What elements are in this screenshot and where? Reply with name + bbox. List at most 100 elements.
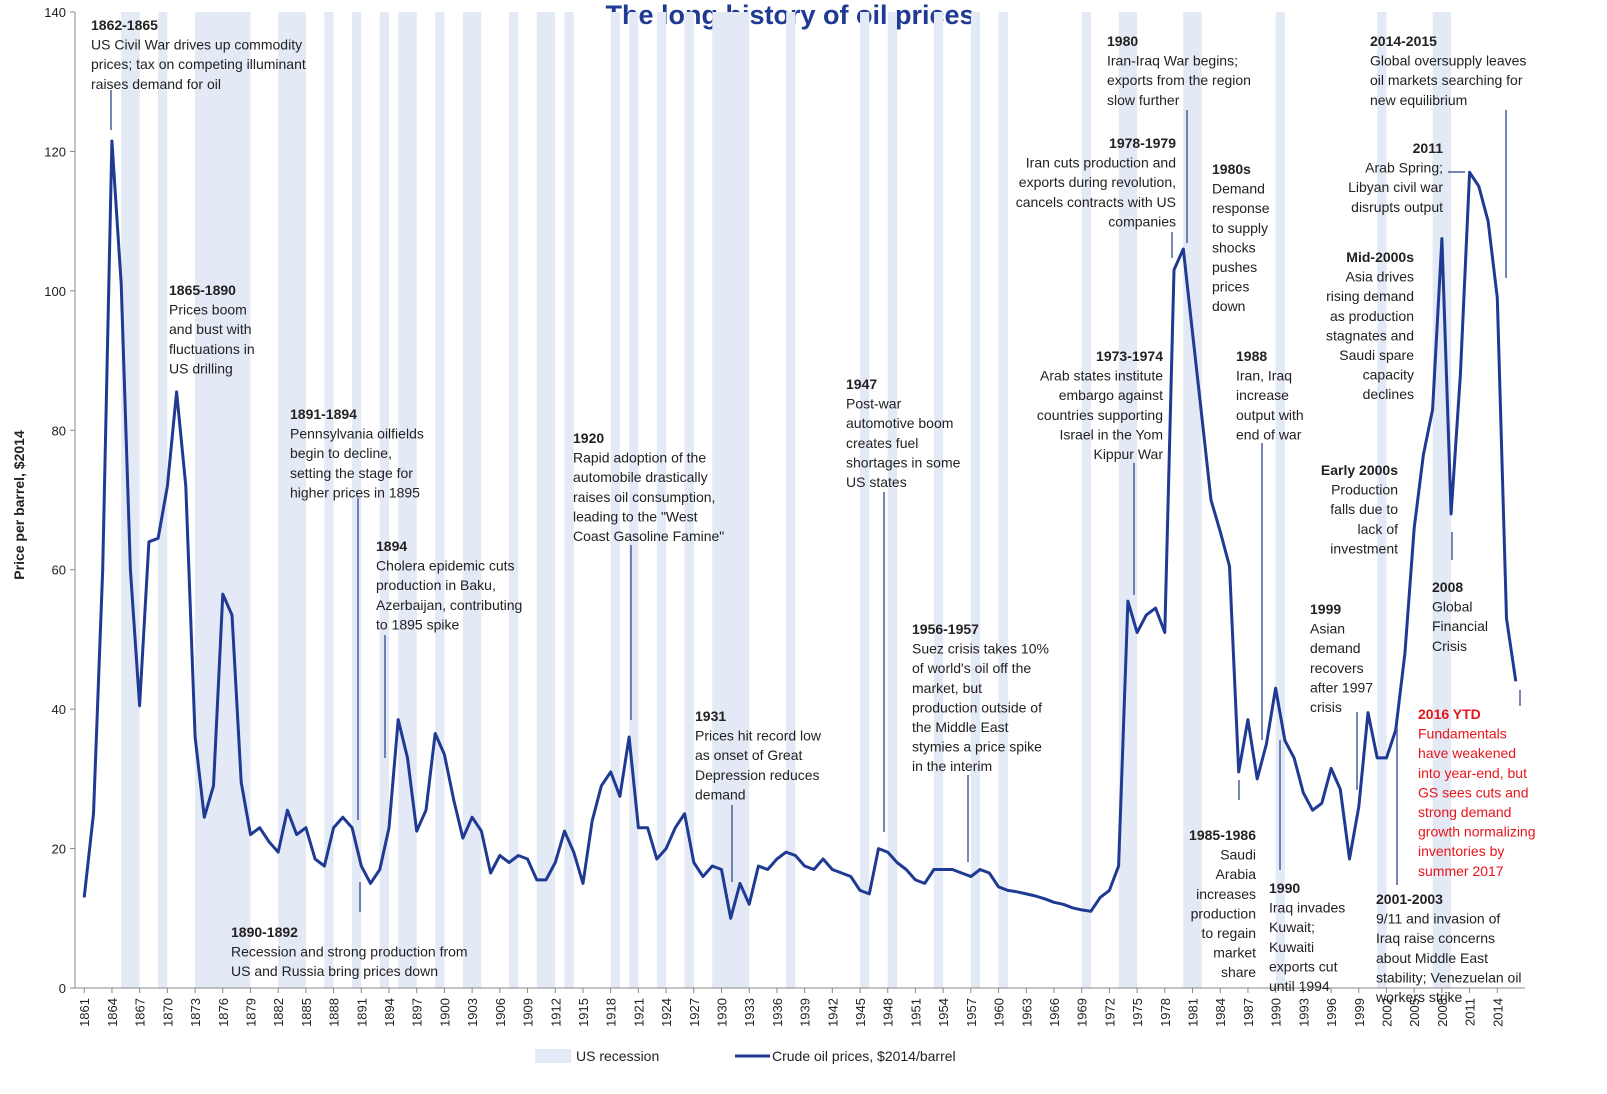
annotation-text: cancels contracts with US xyxy=(1016,194,1176,210)
annotation-text: Iran, Iraq xyxy=(1236,368,1292,384)
annotation-text: as onset of Great xyxy=(695,747,803,763)
annotation-text: strong demand xyxy=(1418,804,1511,820)
y-tick-label: 100 xyxy=(44,284,66,299)
annotation-title: Early 2000s xyxy=(1321,462,1398,478)
x-tick-label: 2014 xyxy=(1490,998,1505,1027)
annotation-title: 2011 xyxy=(1413,140,1444,156)
annotation-text: stability; Venezuelan oil xyxy=(1376,969,1522,985)
annotation-text: prices xyxy=(1212,279,1249,295)
annotation-text: Crisis xyxy=(1432,638,1467,654)
annotation-text: countries supporting xyxy=(1037,407,1163,423)
x-tick-label: 1924 xyxy=(659,998,674,1027)
annotation-text: leading to the "West xyxy=(573,508,698,524)
annotation-text: US states xyxy=(846,474,907,490)
annotation-text: growth normalizing xyxy=(1418,824,1536,840)
annotation-text: US drilling xyxy=(169,360,233,376)
y-tick-label: 0 xyxy=(59,981,66,996)
recession-band xyxy=(352,12,362,988)
x-tick-label: 1891 xyxy=(354,998,369,1027)
annotation-text: new equilibrium xyxy=(1370,92,1467,108)
y-axis-label: Price per barrel, $2014 xyxy=(11,430,27,580)
axes-layer: 0 20 40 60 80 100 120 140 1861 1864 1867 1870 1873 18… xyxy=(44,5,1525,1027)
annotation-text: Pennsylvania oilfields xyxy=(290,426,424,442)
x-tick-label: 1972 xyxy=(1102,998,1117,1027)
x-tick-label: 1942 xyxy=(825,998,840,1027)
annotation-title: 1978-1979 xyxy=(1109,135,1176,151)
annotation-text: summer 2017 xyxy=(1418,863,1504,879)
x-tick-label: 1870 xyxy=(160,998,175,1027)
annotation-title: 1894 xyxy=(376,538,407,554)
recession-band xyxy=(629,12,639,988)
legend-label: US recession xyxy=(576,1048,659,1064)
annotation-text: Libyan civil war xyxy=(1348,179,1443,195)
annotation-text: Prices hit record low xyxy=(695,728,822,744)
annotation-text: Asian xyxy=(1310,621,1345,637)
annotation-text: increase xyxy=(1236,387,1289,403)
annotation-text: Asia drives xyxy=(1346,269,1414,285)
annotation-title: 1931 xyxy=(695,708,726,724)
annotation-text: fluctuations in xyxy=(169,341,255,357)
recession-band xyxy=(712,12,750,988)
annotation-text: production xyxy=(1191,905,1256,921)
annotation-text: output with xyxy=(1236,407,1304,423)
annotation-text: end of war xyxy=(1236,426,1302,442)
annotation-text: Suez crisis takes 10% xyxy=(912,641,1049,657)
recession-band xyxy=(1192,12,1202,988)
annotation-text: share xyxy=(1221,964,1256,980)
x-tick-label: 1957 xyxy=(964,998,979,1027)
annotation-text: Iraq invades xyxy=(1269,900,1345,916)
annotation-text: to 1895 spike xyxy=(376,616,459,632)
x-tick-label: 1978 xyxy=(1158,998,1173,1027)
annotation-text: to supply xyxy=(1212,220,1268,236)
x-tick-label: 1879 xyxy=(243,998,258,1027)
recession-band xyxy=(970,12,981,988)
annotation-text: Recession and strong production from xyxy=(231,944,468,960)
x-tick-label: 1969 xyxy=(1075,998,1090,1027)
annotation-text: Arabia xyxy=(1216,866,1257,882)
annotation-title: 1990 xyxy=(1269,880,1300,896)
annotation-text: into year-end, but xyxy=(1418,765,1527,781)
price-line xyxy=(82,139,1518,920)
annotation-text: US Civil War drives up commodity xyxy=(91,37,302,53)
annotation-text: demand xyxy=(1310,640,1361,656)
legend: US recession Crude oil prices, $2014/bar… xyxy=(535,1048,956,1064)
annotation-text: market, but xyxy=(912,680,982,696)
x-tick-label: 1861 xyxy=(77,998,92,1027)
annotation-text: Iran-Iraq War begins; xyxy=(1107,53,1238,69)
x-tick-label: 1996 xyxy=(1324,998,1339,1027)
annotation-title: 2008 xyxy=(1432,579,1463,595)
x-tick-label: 1873 xyxy=(188,998,203,1027)
annotation-text: stagnates and xyxy=(1326,327,1414,343)
recession-band xyxy=(158,12,168,988)
annotation-text: have weakened xyxy=(1418,745,1516,761)
x-tick-label: 1909 xyxy=(521,998,536,1027)
annotation-text: setting the stage for xyxy=(290,465,413,481)
recession-band xyxy=(121,12,140,988)
annotation-title: 1999 xyxy=(1310,601,1341,617)
recession-band xyxy=(1377,12,1387,988)
annotation-text: Kippur War xyxy=(1093,446,1163,462)
x-tick-label: 1864 xyxy=(105,998,120,1027)
annotation-text: falls due to xyxy=(1330,501,1398,517)
x-tick-label: 1900 xyxy=(437,998,452,1027)
annotation-text: Fundamentals xyxy=(1418,726,1507,742)
recession-band xyxy=(1275,12,1285,988)
recession-band xyxy=(536,12,556,988)
y-tick-label: 40 xyxy=(52,702,66,717)
annotation-text: raises oil consumption, xyxy=(573,489,715,505)
recession-band xyxy=(860,12,870,988)
annotation-title: 1988 xyxy=(1236,348,1267,364)
x-tick-label: 1960 xyxy=(992,998,1007,1027)
annotation-text: about Middle East xyxy=(1376,950,1488,966)
annotation-title: 1947 xyxy=(846,376,877,392)
annotation-text: and bust with xyxy=(169,321,252,337)
x-tick-label: 1897 xyxy=(410,998,425,1027)
annotation-text: down xyxy=(1212,298,1245,314)
x-tick-label: 1981 xyxy=(1186,998,1201,1027)
annotation-title: Mid-2000s xyxy=(1346,249,1414,265)
annotation-text: Coast Gasoline Famine" xyxy=(573,528,724,544)
annotation-text: Demand xyxy=(1212,181,1265,197)
annotation-text: increases xyxy=(1196,886,1256,902)
annotation-text: Saudi xyxy=(1220,847,1256,863)
